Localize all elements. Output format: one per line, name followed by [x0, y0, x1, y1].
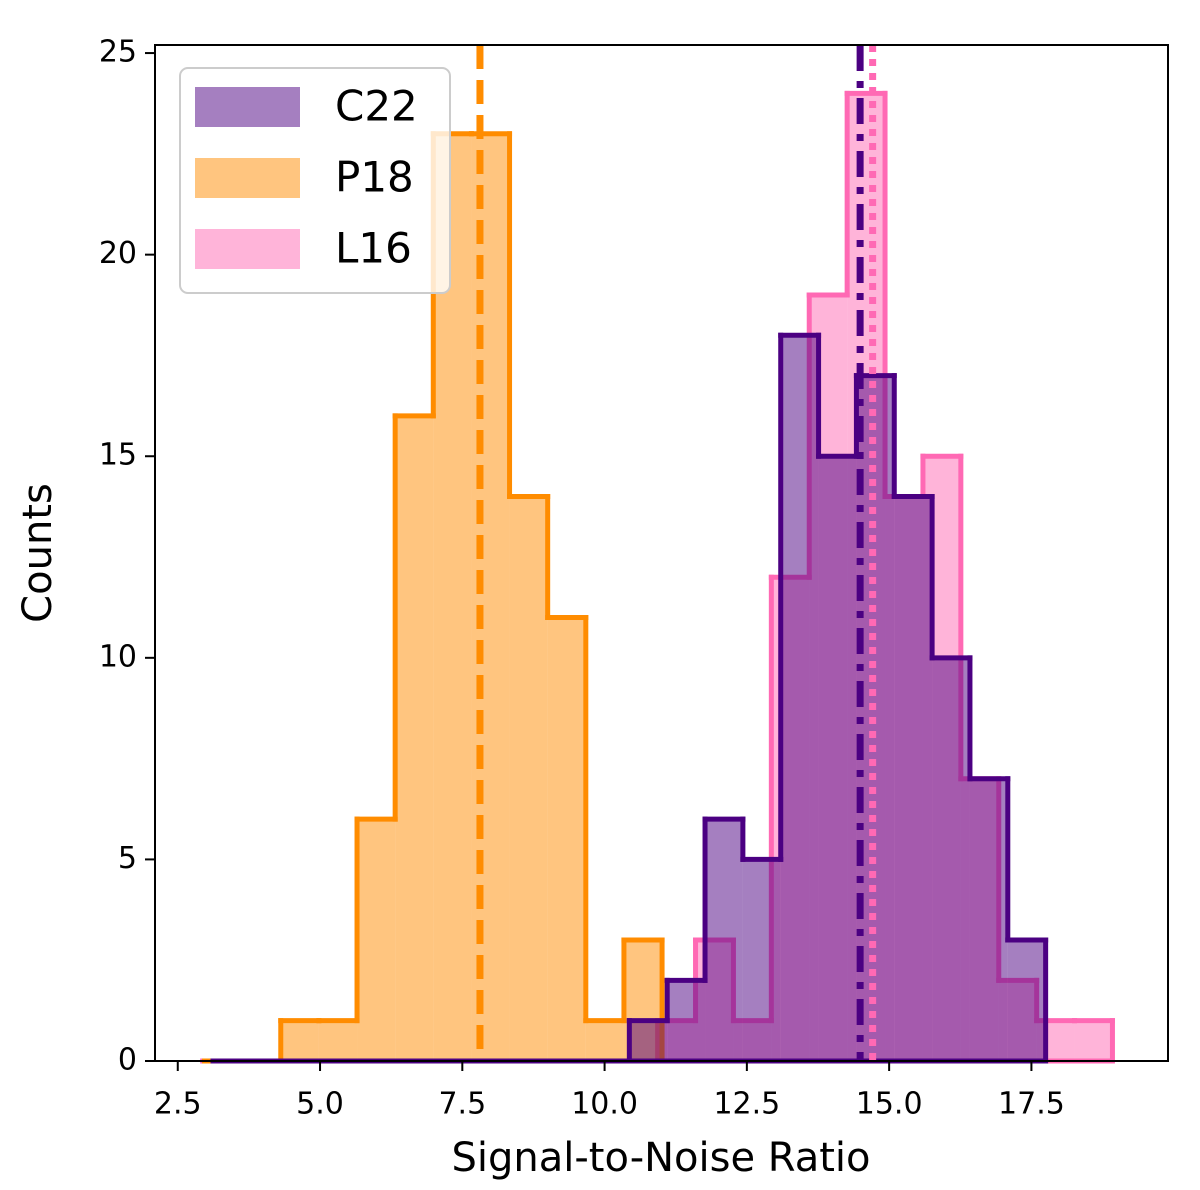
x-tick-label: 15.0 [856, 1087, 923, 1122]
legend-label: L16 [335, 224, 412, 273]
bar [780, 335, 819, 1061]
y-tick-label: 5 [118, 841, 137, 876]
legend: C22 P18 L16 [179, 67, 451, 294]
bar [705, 819, 743, 1061]
legend-label: C22 [335, 82, 418, 131]
bar [585, 1020, 624, 1061]
x-tick-label: 2.5 [154, 1087, 202, 1122]
bar [357, 819, 396, 1061]
bar [1074, 1020, 1113, 1061]
bar [1007, 940, 1046, 1061]
legend-swatch [195, 158, 300, 198]
bar [818, 456, 857, 1061]
bar [280, 1020, 319, 1061]
x-tick-label: 10.0 [571, 1087, 638, 1122]
legend-swatch [195, 229, 300, 269]
bar [667, 980, 706, 1061]
x-tick-label: 5.0 [296, 1087, 344, 1122]
y-tick-label: 0 [118, 1043, 137, 1078]
legend-swatch [195, 87, 300, 127]
bar [894, 496, 933, 1061]
bar [547, 617, 586, 1061]
legend-label: P18 [335, 153, 414, 202]
bar [629, 1020, 668, 1061]
bar [969, 778, 1008, 1061]
axes-frame [154, 44, 1169, 1062]
bar [932, 657, 970, 1061]
bar [509, 496, 548, 1061]
bar [395, 415, 434, 1061]
y-tick-label: 25 [99, 35, 137, 70]
bar [318, 1020, 358, 1061]
x-tick-label: 17.5 [998, 1087, 1065, 1122]
x-axis-label: Signal-to-Noise Ratio [451, 1135, 870, 1181]
y-tick-label: 15 [99, 438, 137, 473]
x-tick-label: 7.5 [438, 1087, 486, 1122]
y-tick-label: 10 [99, 639, 137, 674]
y-axis-label: Counts [15, 483, 61, 623]
y-tick-label: 20 [99, 236, 137, 271]
bar [742, 859, 781, 1061]
x-tick-label: 12.5 [713, 1087, 780, 1122]
